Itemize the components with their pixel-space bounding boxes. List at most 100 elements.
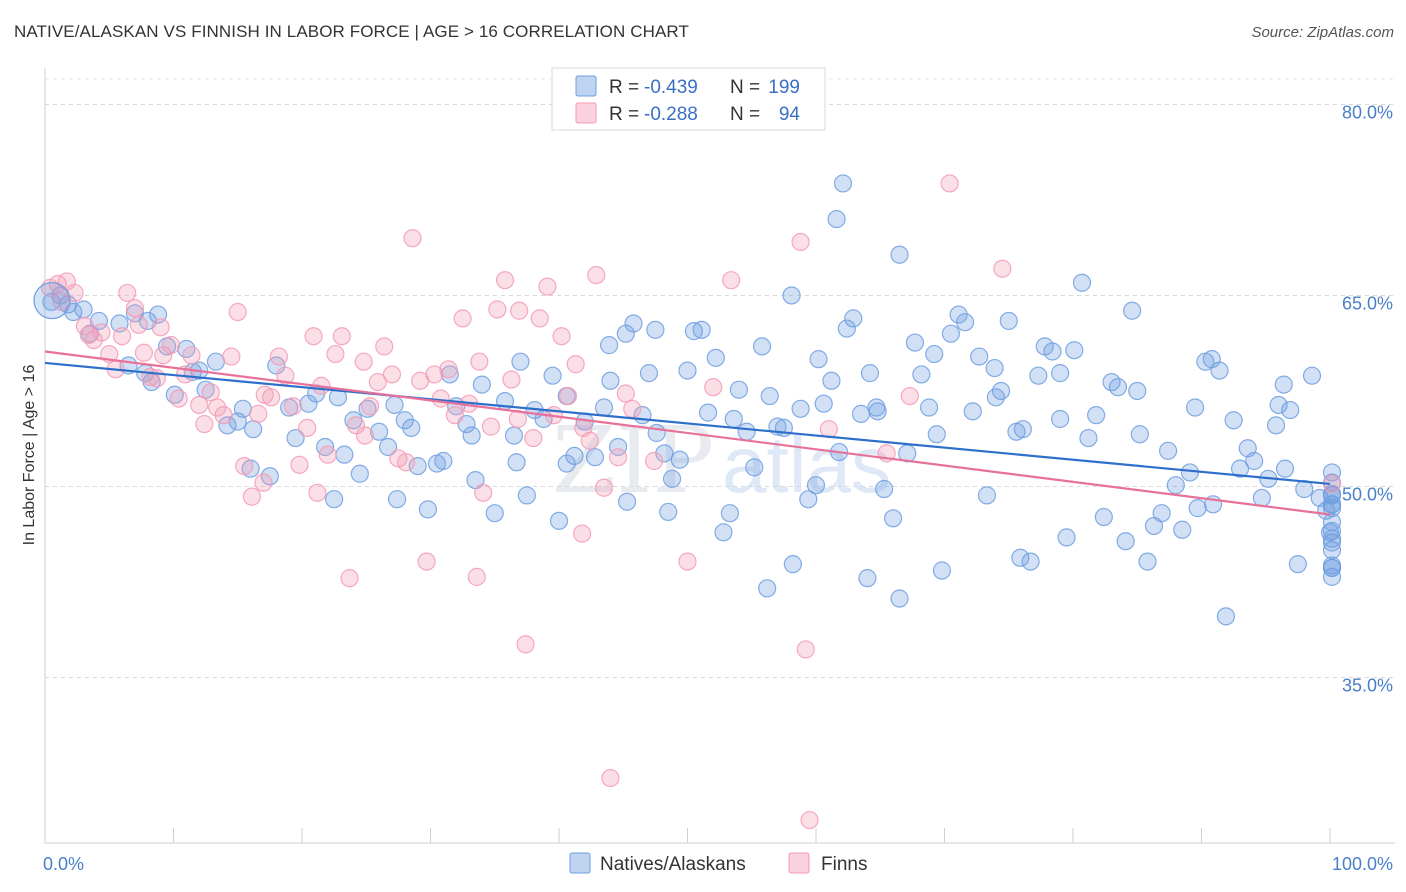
natives-point (557, 454, 576, 473)
natives-point (783, 555, 802, 574)
finns-point (993, 259, 1012, 278)
legend-r-label-finns: R = (609, 104, 639, 125)
natives-trend-line (44, 361, 1331, 486)
natives-point (1275, 459, 1295, 478)
natives-point (799, 490, 818, 509)
natives-point (299, 394, 318, 413)
finns-point (242, 487, 261, 506)
chart-title: NATIVE/ALASKAN VS FINNISH IN LABOR FORCE… (14, 22, 689, 41)
natives-point (1185, 398, 1205, 417)
natives-point (1269, 395, 1288, 415)
finns-point (262, 388, 281, 407)
natives-point (1224, 411, 1243, 430)
finns-point (129, 315, 148, 334)
finns-point (403, 229, 422, 248)
natives-point (594, 398, 614, 417)
finns-point (516, 635, 535, 654)
finns-point (800, 810, 819, 830)
finns-point (791, 232, 810, 252)
natives-point (647, 423, 666, 443)
finns-point (940, 174, 959, 193)
natives-point (1079, 428, 1098, 448)
natives-point (549, 511, 569, 530)
finns-point (396, 453, 416, 472)
finns-point (154, 346, 173, 365)
natives-point (1188, 499, 1207, 518)
natives-point (639, 364, 659, 383)
natives-point (977, 486, 997, 505)
finns-point (355, 426, 375, 445)
finns-point (623, 399, 642, 418)
finns-point (425, 365, 444, 384)
natives-point (724, 409, 743, 429)
legend-r-label-natives: R = (609, 77, 639, 98)
finns-point (644, 451, 664, 471)
finns-point (510, 301, 529, 320)
natives-point (1245, 451, 1264, 471)
natives-point (720, 504, 740, 523)
natives-point (1158, 441, 1178, 460)
natives-point (963, 402, 982, 421)
natives-point (678, 361, 697, 380)
legend-bottom-swatch-finns (788, 852, 810, 874)
legend-bottom: Natives/Alaskans Finns (569, 852, 867, 875)
natives-point (1130, 425, 1149, 444)
natives-point (760, 386, 779, 406)
y-tick-label-50: 50.0% (1342, 484, 1393, 504)
natives-point (867, 398, 886, 417)
natives-point (814, 394, 833, 413)
finns-point (304, 327, 323, 346)
finns-point (340, 569, 359, 588)
natives-point (1252, 488, 1271, 508)
natives-point (1128, 381, 1147, 401)
natives-point (378, 437, 398, 457)
finns-point (308, 483, 327, 502)
natives-point (706, 348, 725, 367)
finns-point (214, 406, 233, 425)
natives-point (860, 364, 880, 383)
finns-point (190, 395, 209, 415)
natives-point (698, 403, 718, 422)
finns-point (573, 524, 592, 543)
natives-point (883, 509, 903, 528)
natives-point (925, 344, 944, 364)
finns-point (201, 383, 220, 402)
natives-point (890, 245, 909, 264)
natives-point (737, 422, 756, 441)
natives-point (1180, 463, 1200, 482)
finns-point (254, 473, 273, 492)
natives-point (585, 448, 605, 467)
finns-trend-line (44, 350, 1331, 516)
finns-point (276, 366, 295, 385)
natives-point (1011, 548, 1030, 567)
finns-point (79, 325, 98, 345)
finns-point (445, 406, 465, 425)
natives-point (434, 451, 453, 471)
natives-point (350, 464, 369, 483)
natives-point (927, 425, 946, 444)
finns-point (594, 478, 614, 497)
natives-point (624, 314, 643, 333)
legend-bottom-swatch-natives (569, 852, 591, 874)
finns-point (125, 299, 145, 318)
natives-point (1072, 273, 1092, 292)
finns-point (495, 271, 515, 290)
natives-point (837, 319, 856, 338)
trend-lines (44, 350, 1331, 516)
natives-point (408, 456, 427, 476)
natives-point (758, 579, 777, 598)
finns-point (208, 398, 227, 417)
natives-point (395, 411, 414, 430)
natives-point (949, 305, 968, 324)
natives-point (402, 418, 421, 437)
natives-point (1230, 459, 1250, 478)
finns-point (298, 418, 317, 437)
natives-point (609, 437, 628, 457)
natives-point (1051, 409, 1070, 429)
natives-point (912, 365, 931, 384)
natives-point (244, 420, 263, 439)
natives-point (662, 469, 682, 488)
finns-point (65, 283, 84, 303)
legend-top: R = -0.439 N = 199 R = -0.288 N = 94 (551, 67, 826, 131)
